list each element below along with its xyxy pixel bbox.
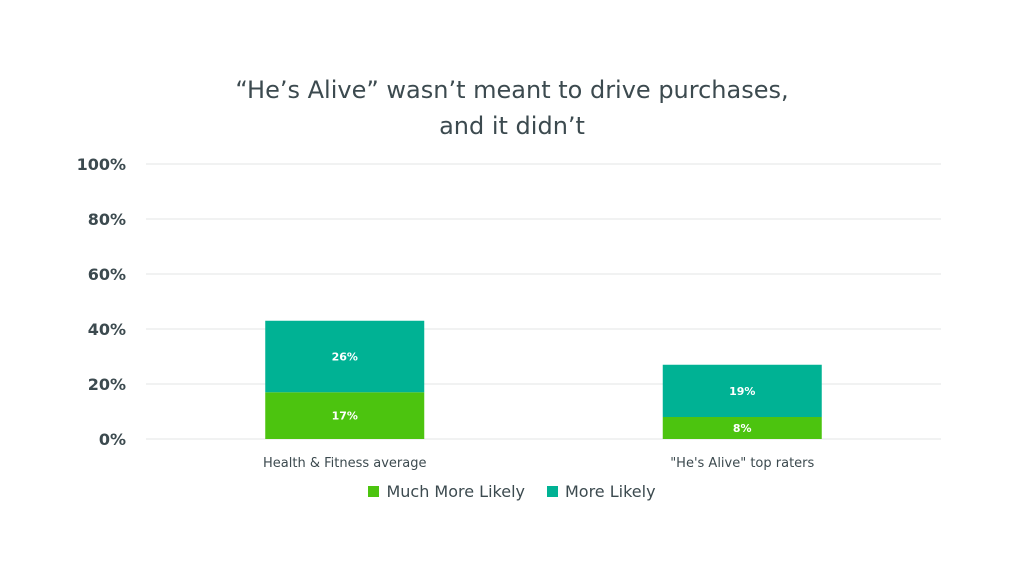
y-axis-ticks: 0% 20% 40% 60% 80% 100%	[77, 155, 126, 449]
bars: 17% 26% 8% 19%	[265, 320, 822, 439]
y-tick-label-60: 60%	[88, 265, 126, 284]
bar-1-series-1	[662, 364, 822, 417]
x-category-label-0: Health & Fitness average	[263, 456, 426, 471]
x-category-label-1: "He's Alive" top raters	[670, 456, 814, 471]
legend-item-more-likely: More Likely	[546, 482, 656, 501]
data-label-0-series-0: 17%	[332, 410, 358, 423]
chart-title: “He’s Alive” wasn’t meant to drive purch…	[0, 72, 1024, 144]
x-axis-categories: Health & Fitness average "He's Alive" top…	[263, 456, 815, 471]
chart-title-line-1: “He’s Alive” wasn’t meant to drive purch…	[235, 76, 789, 104]
legend-swatch-much-more-likely	[368, 486, 380, 497]
bar-0-series-0	[265, 392, 425, 439]
legend: Much More Likely More Likely	[0, 482, 1024, 501]
data-label-0-series-1: 26%	[332, 351, 358, 364]
legend-label-much-more-likely: Much More Likely	[386, 482, 525, 501]
y-tick-label-0: 0%	[99, 430, 126, 449]
bar-1-series-0	[662, 417, 822, 439]
legend-swatch-more-likely	[546, 486, 558, 497]
legend-item-much-more-likely: Much More Likely	[368, 482, 525, 501]
chart-title-line-2: and it didn’t	[439, 112, 585, 140]
y-tick-label-80: 80%	[88, 210, 126, 229]
y-tick-label-100: 100%	[77, 155, 126, 174]
y-tick-label-40: 40%	[88, 320, 126, 339]
y-tick-label-20: 20%	[88, 375, 126, 394]
bar-0-series-1	[265, 320, 425, 393]
data-label-1-series-0: 8%	[733, 422, 752, 435]
data-label-1-series-1: 19%	[729, 385, 755, 398]
legend-label-more-likely: More Likely	[564, 482, 656, 501]
